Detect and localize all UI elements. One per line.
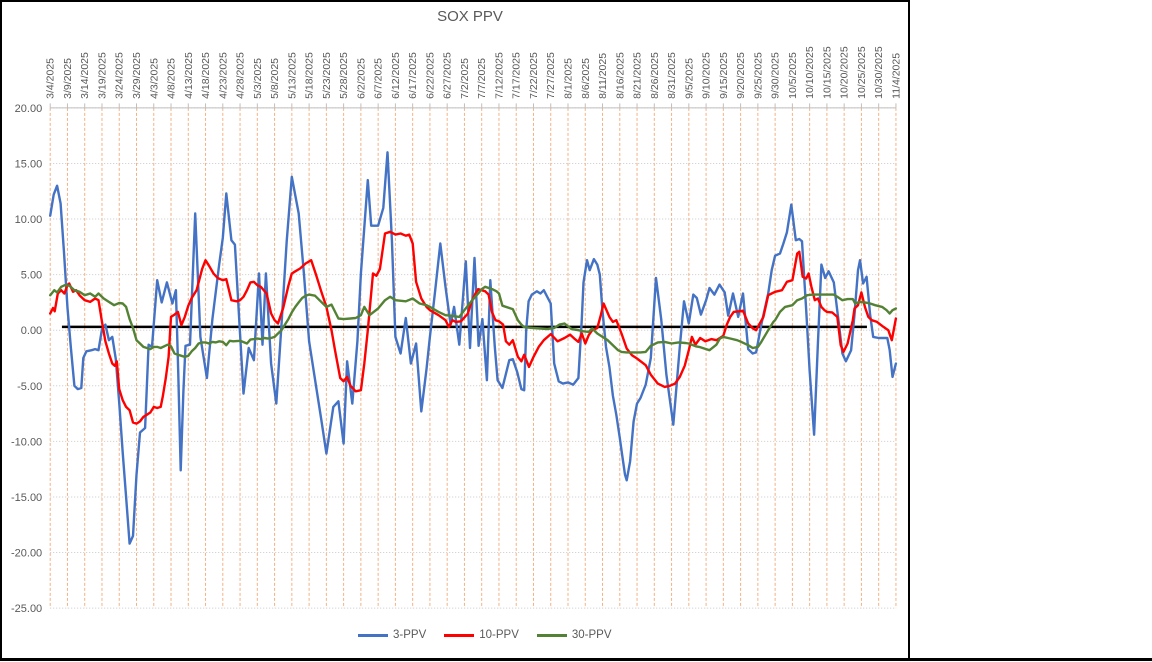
x-axis-label: 8/21/2025 [632, 52, 644, 99]
legend-swatch-10-PPV [444, 633, 475, 637]
window-bottom-border [0, 658, 1152, 661]
x-axis-label: 4/28/2025 [235, 52, 247, 99]
x-axis-label: 10/20/2025 [839, 46, 851, 99]
x-axis-label: 9/10/2025 [701, 52, 713, 99]
legend-swatch-30-PPV [536, 633, 567, 637]
x-axis-label: 9/20/2025 [735, 52, 747, 99]
x-axis-label: 7/27/2025 [545, 52, 557, 99]
legend-label: 10-PPV [479, 629, 519, 641]
x-axis-label: 8/1/2025 [563, 58, 575, 99]
y-axis-label: -10.00 [11, 436, 42, 448]
x-axis-label: 8/16/2025 [614, 52, 626, 99]
x-axis-label: 4/13/2025 [183, 52, 195, 99]
chart-legend: 3-PPV 10-PPV 30-PPV [358, 629, 612, 641]
y-axis-label: -25.00 [11, 603, 42, 615]
x-axis-label: 5/23/2025 [321, 52, 333, 99]
x-axis-label: 9/15/2025 [718, 52, 730, 99]
x-axis-label: 10/15/2025 [821, 46, 833, 99]
x-axis-label: 6/2/2025 [355, 58, 367, 99]
legend-label: 3-PPV [393, 629, 427, 641]
x-axis-label: 5/18/2025 [304, 52, 316, 99]
x-axis-label: 8/11/2025 [597, 53, 609, 99]
x-axis-label: 3/14/2025 [79, 52, 91, 99]
y-axis-label: 0.00 [21, 325, 42, 337]
x-axis-label: 3/4/2025 [45, 58, 57, 99]
x-axis-label: 6/27/2025 [442, 52, 454, 99]
x-axis-label: 4/23/2025 [217, 52, 229, 99]
x-axis-label: 6/7/2025 [373, 58, 385, 99]
series-line-3-PPV [49, 151, 898, 545]
x-axis-label: 8/31/2025 [666, 52, 678, 99]
x-axis-label: 5/8/2025 [269, 58, 281, 99]
x-axis-label: 5/3/2025 [252, 58, 264, 99]
chart-title: SOX PPV [437, 8, 503, 25]
x-axis-label: 7/2/2025 [459, 58, 471, 99]
x-axis-label: 6/22/2025 [424, 52, 436, 99]
y-axis-label: -20.00 [11, 548, 42, 560]
legend-label: 30-PPV [571, 629, 612, 641]
x-axis-label: 9/30/2025 [770, 52, 782, 99]
x-axis-label: 5/13/2025 [286, 52, 298, 99]
y-axis-label: 5.00 [21, 270, 42, 282]
series-line-10-PPV [49, 230, 898, 425]
legend-item-30-PPV: 30-PPV [536, 629, 612, 641]
x-axis-label: 7/17/2025 [511, 52, 523, 99]
legend-item-3-PPV: 3-PPV [358, 629, 426, 641]
x-axis-label: 9/25/2025 [752, 52, 764, 99]
x-axis-label: 7/7/2025 [476, 58, 488, 99]
x-axis-label: 4/3/2025 [148, 58, 160, 99]
x-axis-label: 7/12/2025 [493, 52, 505, 99]
x-axis-label: 4/18/2025 [200, 52, 212, 99]
x-axis-label: 9/5/2025 [683, 58, 695, 99]
y-axis-label: 20.00 [15, 103, 43, 115]
x-axis-label: 3/19/2025 [96, 52, 108, 99]
x-axis-label: 3/24/2025 [114, 52, 126, 99]
x-axis-label: 10/5/2025 [787, 52, 799, 99]
x-axis-label: 6/12/2025 [390, 52, 402, 99]
x-axis-label: 3/9/2025 [62, 58, 74, 99]
x-axis-label: 5/28/2025 [338, 52, 350, 99]
x-axis-label: 10/25/2025 [856, 46, 868, 99]
x-axis-label: 7/22/2025 [528, 52, 540, 99]
series-line-30-PPV [49, 284, 898, 359]
x-axis-label: 8/26/2025 [649, 52, 661, 99]
x-axis-label: 10/10/2025 [804, 46, 816, 99]
x-axis-label: 3/29/2025 [131, 52, 143, 99]
y-axis-label: 15.00 [15, 158, 43, 170]
x-axis-label: 4/8/2025 [166, 58, 178, 99]
legend-swatch-3-PPV [358, 633, 388, 637]
legend-item-10-PPV: 10-PPV [444, 629, 519, 641]
x-axis-label: 6/17/2025 [407, 52, 419, 99]
x-axis-label: 10/30/2025 [873, 46, 885, 99]
x-axis-label: 11/4/2025 [890, 53, 902, 99]
x-axis-label: 8/6/2025 [580, 58, 592, 99]
y-axis-label: -5.00 [17, 381, 42, 393]
y-axis-label: -15.00 [11, 492, 42, 504]
y-axis-label: 10.00 [15, 214, 43, 226]
